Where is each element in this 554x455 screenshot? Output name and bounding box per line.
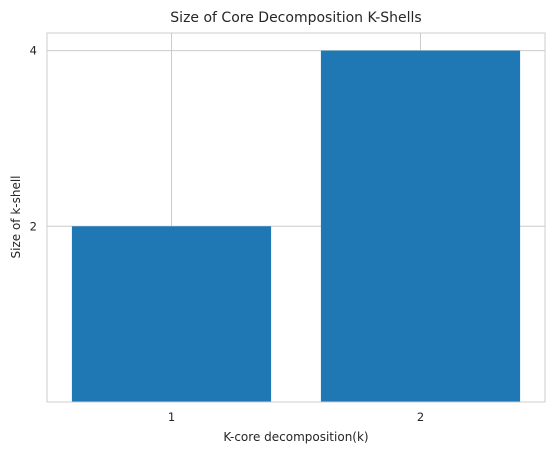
x-axis-label: K-core decomposition(k) — [223, 430, 368, 444]
x-tick-label: 1 — [168, 410, 175, 424]
bars — [71, 50, 521, 402]
bar-1 — [71, 226, 272, 402]
chart-title: Size of Core Decomposition K-Shells — [170, 10, 421, 26]
x-tick-label: 2 — [417, 410, 424, 424]
y-tick-label: 4 — [30, 44, 37, 58]
bar-2 — [320, 50, 521, 402]
plot-frame — [46, 32, 546, 403]
tick-labels: 2 4 1 2 — [30, 44, 424, 424]
y-tick-label: 2 — [30, 219, 37, 233]
y-axis-label: Size of k-shell — [9, 175, 23, 258]
